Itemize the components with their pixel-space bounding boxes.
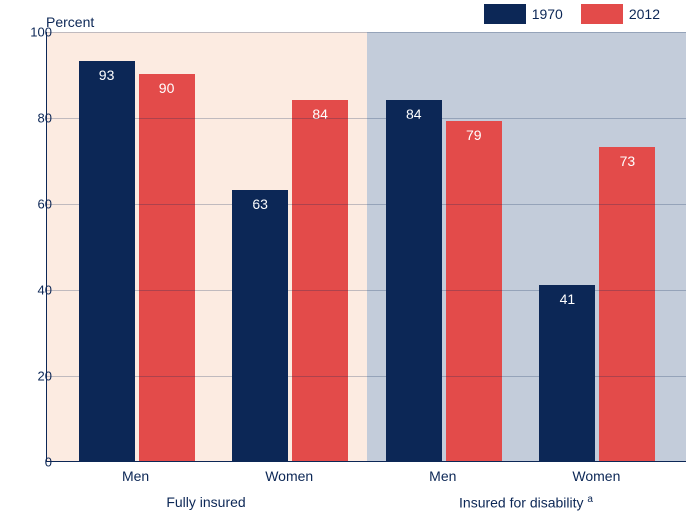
- legend-label-2012: 2012: [629, 6, 660, 22]
- x-group-label: Women: [265, 468, 313, 484]
- bar: 84: [386, 100, 442, 461]
- x-group-label: Men: [122, 468, 149, 484]
- bar-value-label: 79: [446, 127, 502, 143]
- bar: 73: [599, 147, 655, 461]
- y-axis-title: Percent: [46, 14, 94, 30]
- legend-swatch-2012: [581, 4, 623, 24]
- gridline: [47, 290, 686, 291]
- bar-value-label: 73: [599, 153, 655, 169]
- bar: 93: [79, 61, 135, 461]
- x-category-label: Insured for disability a: [459, 494, 593, 511]
- y-tick-label: 0: [12, 455, 52, 470]
- bars-layer: 9390638484794173: [47, 32, 686, 461]
- bar-value-label: 84: [292, 106, 348, 122]
- bar: 90: [139, 74, 195, 461]
- legend: 1970 2012: [484, 0, 660, 28]
- bar-value-label: 93: [79, 67, 135, 83]
- y-tick-label: 60: [12, 197, 52, 212]
- bar-value-label: 84: [386, 106, 442, 122]
- bar-value-label: 90: [139, 80, 195, 96]
- bar-value-label: 41: [539, 291, 595, 307]
- x-category-label: Fully insured: [166, 494, 245, 510]
- gridline: [47, 32, 686, 33]
- x-group-label: Women: [572, 468, 620, 484]
- legend-swatch-1970: [484, 4, 526, 24]
- plot-area: 9390638484794173: [46, 32, 686, 462]
- bar: 79: [446, 121, 502, 461]
- bar: 41: [539, 285, 595, 461]
- footnote-marker: a: [587, 494, 593, 505]
- x-group-label: Men: [429, 468, 456, 484]
- gridline: [47, 118, 686, 119]
- y-tick-label: 20: [12, 369, 52, 384]
- bar: 84: [292, 100, 348, 461]
- y-tick-label: 100: [12, 25, 52, 40]
- insured-status-chart: 1970 2012 Percent 9390638484794173 02040…: [0, 0, 700, 527]
- legend-label-1970: 1970: [532, 6, 563, 22]
- gridline: [47, 376, 686, 377]
- y-tick-label: 40: [12, 283, 52, 298]
- gridline: [47, 204, 686, 205]
- legend-item-1970: 1970: [484, 4, 563, 24]
- y-tick-label: 80: [12, 111, 52, 126]
- legend-item-2012: 2012: [581, 4, 660, 24]
- bar: 63: [232, 190, 288, 461]
